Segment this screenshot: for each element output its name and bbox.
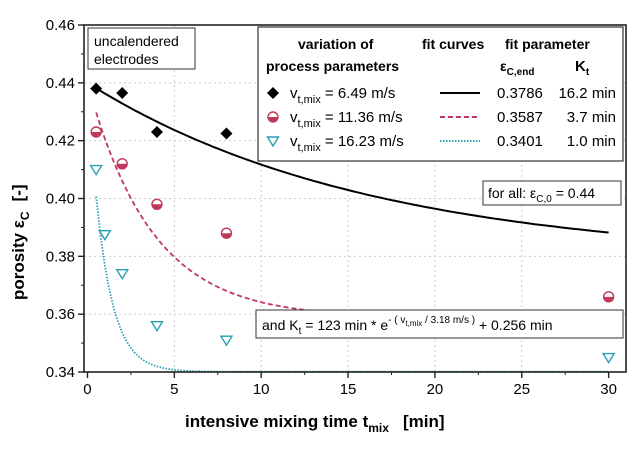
data-point-series-2-fill [91,131,102,137]
legend-kt: 1.0 min [567,133,616,150]
svg-text:variation of: variation of [298,36,374,52]
legend: variation of fit curves fit parameter pr… [257,26,624,162]
y-tick-label: 0.40 [46,191,75,208]
data-point-series-2-fill [603,296,614,302]
legend-marker [267,87,279,99]
data-point-series-3 [150,321,164,333]
legend-row-3: vt,mix = 16.23 m/s 0.3401 1.0 min [266,133,616,154]
x-tick-label: 20 [427,381,444,398]
svg-text:uncalendered: uncalendered [94,33,179,49]
legend-row-1: vt,mix = 6.49 m/s 0.3786 16.2 min [267,85,616,106]
svg-text:for all: εC,0 = 0.44: for all: εC,0 = 0.44 [488,185,595,205]
y-tick-label: 0.34 [46,364,75,381]
legend-marker [266,136,280,148]
data-point-series-1 [116,86,129,99]
data-point-series-1 [150,125,163,138]
axis-ticks: 0 5 10 15 20 25 30 0.34 0.36 0.38 0.40 0.42 0.44 0.46 [46,17,617,398]
initial-porosity-annotation: for all: εC,0 = 0.44 [482,180,622,206]
legend-marker-fill [268,117,278,122]
data-point-series-1 [90,82,103,95]
legend-eps-end: 0.3786 [497,85,543,102]
y-tick-label: 0.38 [46,248,75,265]
legend-eps-end: 0.3401 [497,133,543,150]
legend-row-2: vt,mix = 11.36 m/s 0.3587 3.7 min [267,109,616,130]
legend-kt: 3.7 min [567,109,616,126]
x-axis-label: intensive mixing time tmix [min] [185,412,445,435]
x-tick-label: 10 [253,381,270,398]
svg-text:fit curves: fit curves [422,36,484,52]
data-point-series-3 [98,229,112,241]
x-tick-label: 15 [340,381,357,398]
data-point-series-3 [219,335,234,347]
svg-text:Kt: Kt [575,58,590,78]
data-point-series-2-fill [117,163,128,169]
x-tick-label: 5 [170,381,178,398]
legend-eps-end: 0.3587 [497,109,543,126]
data-point-series-2-fill [221,233,232,239]
svg-text:fit parameter: fit parameter [505,36,590,52]
legend-kt: 16.2 min [558,85,616,102]
y-tick-label: 0.46 [46,17,75,34]
data-point-series-1 [220,127,233,140]
data-point-series-2-fill [151,204,162,210]
svg-text:εC,end: εC,end [500,58,534,78]
y-tick-label: 0.36 [46,306,75,323]
legend-label: vt,mix = 11.36 m/s [290,109,403,130]
fit-curve-1 [95,87,609,234]
data-point-series-3 [89,164,103,176]
svg-text:process parameters: process parameters [266,58,399,74]
x-tick-label: 30 [600,381,617,398]
x-tick-label: 0 [83,381,91,398]
legend-label: vt,mix = 16.23 m/s [290,133,404,154]
data-points [89,82,616,364]
electrodes-annotation: uncalendered electrodes [87,27,196,70]
data-point-series-3 [601,352,616,364]
y-tick-label: 0.44 [46,75,75,92]
legend-label: vt,mix = 6.49 m/s [290,85,395,106]
kt-formula-annotation: and Kt = 123 min * e- ( vt,mix / 3.18 m/… [255,309,624,339]
data-point-series-3 [115,268,129,281]
y-axis-label: porosity εC[-] [9,184,32,300]
x-tick-label: 25 [513,381,530,398]
svg-text:electrodes: electrodes [94,51,159,67]
svg-text:and Kt = 123 min * e- ( vt,mix: and Kt = 123 min * e- ( vt,mix / 3.18 m/… [262,315,553,337]
y-tick-label: 0.42 [46,133,75,150]
